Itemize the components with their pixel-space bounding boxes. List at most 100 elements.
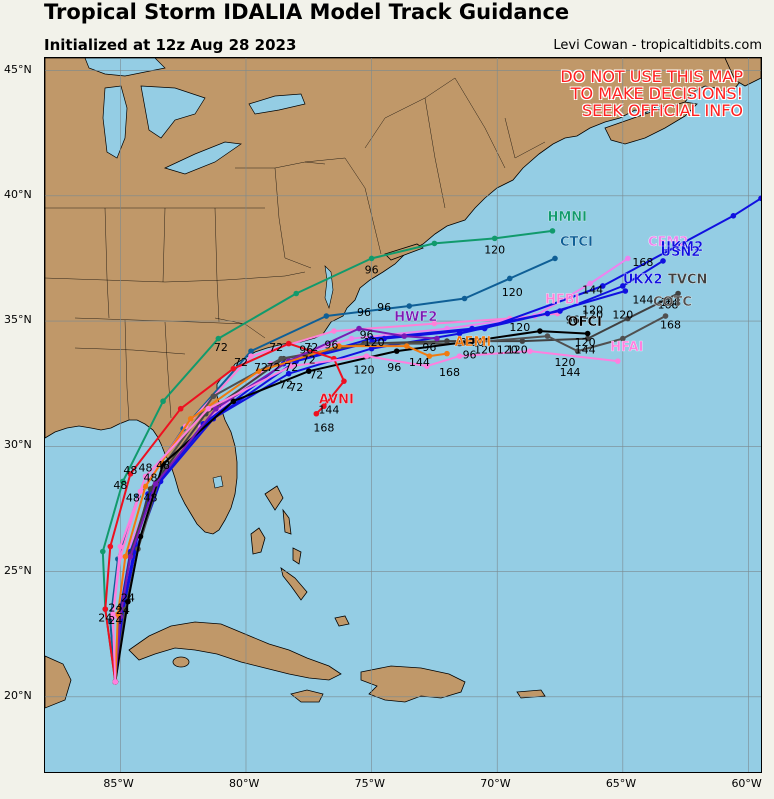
track-point-avni: [321, 403, 327, 410]
track-point-ukx2: [368, 345, 375, 352]
forecast-hour-label: 72: [254, 361, 268, 374]
track-point-cotc: [363, 340, 370, 347]
forecast-hour-label: 48: [138, 461, 152, 474]
track-point-tvcn: [625, 315, 631, 322]
track-point-cotc: [544, 333, 551, 339]
track-point-ofci: [393, 348, 400, 354]
track-label-hmni: HMNI: [547, 210, 587, 225]
forecast-hour-label: 168: [632, 256, 653, 269]
forecast-hour-label: 144: [318, 404, 339, 417]
forecast-hour-label: 168: [658, 299, 679, 312]
forecast-hour-label: 120: [354, 364, 375, 377]
track-point-hfai: [117, 543, 124, 550]
track-point-hmni: [431, 240, 438, 247]
forecast-hour-label: 96: [422, 341, 436, 354]
track-point-ofci: [305, 368, 312, 374]
forecast-hour-label: 72: [269, 341, 283, 354]
track-point-cotc: [574, 348, 581, 354]
track-point-aemi: [255, 368, 262, 374]
track-point-cotc: [620, 335, 626, 342]
lat-tick-label: 35°N: [4, 313, 32, 327]
track-label-ctci: CTCI: [560, 235, 593, 250]
lake-okeechobee: [212, 475, 224, 489]
forecast-hour-label: 48: [144, 471, 158, 484]
track-point-usn2: [381, 335, 387, 342]
lon-tick-label: 75°W: [354, 777, 385, 790]
forecast-hour-label: 48: [156, 459, 170, 472]
track-point-avni: [127, 471, 134, 477]
forecast-hour-label: 120: [509, 321, 530, 334]
forecast-hour-label: 144: [560, 366, 581, 379]
graticule: [45, 58, 761, 772]
bahamas-abaco: [264, 485, 284, 511]
track-point-tvcn: [675, 290, 681, 297]
track-point-hmni: [215, 335, 222, 342]
forecast-hour-label: 120: [507, 344, 528, 357]
forecast-hour-label: 72: [234, 356, 248, 369]
track-point-ctci: [107, 618, 114, 625]
track-point-aemi: [444, 350, 450, 357]
track-point-hfbi: [248, 353, 254, 359]
forecast-hour-label: 96: [566, 314, 580, 327]
track-point-hwf2: [152, 481, 159, 487]
track-point-avni: [107, 543, 114, 550]
track-point-aemi: [142, 483, 149, 490]
jamaica: [290, 689, 324, 703]
forecast-hour-label: 168: [660, 319, 681, 332]
warning-line-2: TO MAKE DECISIONS!: [570, 84, 743, 103]
track-point-ofci: [230, 398, 237, 405]
yucatan: [45, 655, 72, 709]
track-point-aemi: [122, 553, 129, 560]
track-label-ofci: OFCI: [568, 315, 602, 330]
forecast-hour-label: 72: [304, 341, 318, 354]
lake-erie: [164, 141, 242, 175]
forecast-hour-label: 120: [474, 344, 495, 357]
forecast-hour-label: 168: [439, 366, 460, 379]
forecast-hour-label: 72: [284, 361, 298, 374]
track-label-hwf2: HWF2: [394, 310, 437, 325]
lon-tick-label: 70°W: [480, 777, 511, 790]
forecast-hour-label: 72: [214, 341, 228, 354]
forecast-hour-label: 144: [632, 294, 653, 307]
track-point-aemi: [426, 353, 433, 359]
credit-text: Levi Cowan - tropicaltidbits.com: [553, 38, 762, 53]
forecast-hour-label: 120: [364, 336, 385, 349]
forecast-hour-label: 144: [582, 283, 603, 296]
lon-tick-label: 60°W: [731, 777, 762, 790]
track-point-ofci: [125, 598, 131, 605]
lake-superior: [84, 58, 166, 77]
track-point-cotc: [278, 355, 284, 362]
track-label-ukx2: UKX2: [623, 272, 663, 287]
forecast-hour-label: 120: [612, 309, 633, 322]
track-point-aemi: [336, 343, 342, 349]
puerto-rico: [516, 689, 546, 699]
warning-line-3: SEEK OFFICIAL INFO: [582, 101, 743, 120]
track-point-ofci: [537, 328, 543, 334]
track-label-cem2: CEM2: [648, 235, 688, 250]
track-point-avni: [341, 378, 347, 384]
track-point-hfai: [110, 611, 116, 617]
track-point-ctci: [461, 295, 468, 302]
track-point-ofci: [137, 533, 144, 540]
bahamas-south: [280, 567, 308, 601]
track-point-usn2: [599, 283, 606, 289]
forecast-hour-label: 120: [502, 286, 523, 299]
track-point-aemi: [187, 415, 194, 422]
track-point-hfai: [112, 679, 119, 685]
track-label-aemi: AEMI: [455, 335, 492, 350]
track-point-ukm2: [368, 335, 375, 342]
track-label-hfbi: HFBI: [545, 293, 580, 308]
track-point-avni: [102, 606, 109, 612]
forecast-hour-label: 120: [555, 356, 576, 369]
forecast-hour-label: 96: [365, 263, 379, 276]
forecast-hour-label: 24: [108, 614, 122, 627]
forecast-hour-label: 120: [575, 336, 596, 349]
init-time: Initialized at 12z Aug 28 2023: [44, 36, 297, 54]
forecast-hour-label: 96: [360, 329, 374, 342]
track-point-hwf2: [401, 333, 408, 339]
forecast-hour-label: 72: [309, 369, 323, 382]
newfoundland: [724, 58, 761, 87]
track-point-hfai: [205, 405, 212, 412]
